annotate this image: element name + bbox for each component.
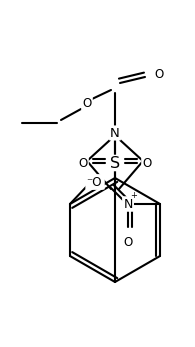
Text: S: S (110, 155, 120, 170)
Text: N: N (123, 197, 133, 211)
Text: O: O (82, 96, 92, 110)
Text: +: + (131, 191, 137, 200)
Text: O: O (142, 156, 152, 169)
Text: O: O (78, 156, 88, 169)
Text: O: O (123, 236, 133, 249)
Text: N: N (110, 127, 120, 139)
Text: ⁻O: ⁻O (87, 176, 102, 188)
Text: O: O (154, 68, 163, 81)
Text: Cl: Cl (92, 176, 104, 188)
